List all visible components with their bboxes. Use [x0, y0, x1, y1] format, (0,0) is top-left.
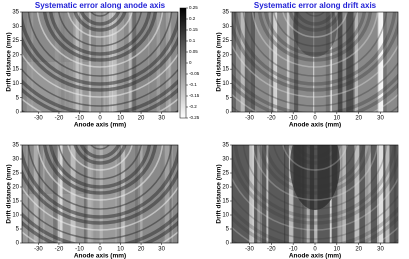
- y-tick-label: 15: [12, 67, 19, 73]
- colorbar: [179, 7, 187, 119]
- y-tick-label: 10: [12, 81, 19, 87]
- y-tick-label: 10: [222, 81, 229, 87]
- y-tick-label: 10: [222, 213, 229, 219]
- y-tick-label: 0: [226, 110, 230, 116]
- y-tick-label: 0: [226, 241, 230, 247]
- x-tick-label: 20: [138, 116, 145, 122]
- x-axis-label: Anode axis (mm): [289, 122, 341, 129]
- chart-title: Systematic error along drift axis: [254, 1, 377, 10]
- colorbar-tick-label: -0.1: [189, 82, 197, 87]
- y-tick-label: 5: [226, 95, 230, 101]
- x-tick-label: 0: [98, 116, 102, 122]
- y-tick-label: 35: [222, 10, 229, 16]
- x-tick-label: -20: [267, 116, 276, 122]
- x-tick-label: 0: [313, 116, 317, 122]
- x-tick-label: 10: [333, 247, 340, 253]
- x-tick-label: -10: [289, 247, 298, 253]
- y-tick-label: 20: [12, 185, 19, 191]
- y-tick-label: 35: [12, 10, 19, 16]
- x-tick-label: 10: [117, 116, 124, 122]
- x-tick-label: 20: [138, 247, 145, 253]
- colorbar-tick-label: -0.2: [189, 104, 197, 109]
- heatmap-image: [232, 145, 398, 243]
- heatmap-image: [22, 145, 178, 243]
- x-tick-label: 10: [333, 116, 340, 122]
- x-tick-label: -10: [75, 116, 84, 122]
- heatmap-image: [22, 12, 178, 112]
- y-axis-label: Drift distance (mm): [6, 32, 13, 91]
- heatmap-image: [232, 12, 398, 112]
- x-axis-label: Anode axis (mm): [74, 253, 126, 259]
- y-tick-label: 35: [222, 143, 229, 149]
- colorbar-tick-label: 0.2: [189, 16, 196, 21]
- x-tick-label: 30: [158, 116, 165, 122]
- y-tick-label: 15: [222, 199, 229, 205]
- y-tick-label: 15: [222, 67, 229, 73]
- x-tick-label: -30: [245, 247, 254, 253]
- y-tick-label: 20: [12, 52, 19, 58]
- colorbar-tick-label: -0.15: [189, 93, 200, 98]
- y-axis-label: Drift distance (mm): [216, 164, 223, 223]
- colorbar-tick-label: 0.1: [189, 38, 196, 43]
- chart-title: Systematic error along anode axis: [35, 1, 166, 10]
- y-tick-label: 30: [222, 24, 229, 30]
- x-tick-label: -10: [75, 247, 84, 253]
- colorbar-tick-label: 0.25: [189, 5, 198, 10]
- y-tick-label: 15: [12, 199, 19, 205]
- x-tick-label: 30: [377, 247, 384, 253]
- colorbar-tick-label: -0.25: [189, 115, 200, 120]
- x-tick-label: 0: [98, 247, 102, 253]
- x-tick-label: 0: [313, 247, 317, 253]
- x-axis-label: Anode axis (mm): [74, 122, 126, 129]
- x-tick-label: -30: [34, 247, 43, 253]
- x-tick-label: -20: [55, 116, 64, 122]
- x-tick-label: -30: [34, 116, 43, 122]
- y-tick-label: 25: [222, 171, 229, 177]
- y-tick-label: 25: [12, 171, 19, 177]
- x-tick-label: 20: [355, 116, 362, 122]
- x-tick-label: -30: [245, 116, 254, 122]
- x-tick-label: 30: [377, 116, 384, 122]
- x-axis-label: Anode axis (mm): [289, 253, 341, 259]
- x-tick-label: -20: [267, 247, 276, 253]
- y-tick-label: 30: [12, 24, 19, 30]
- colorbar-tick-label: 0.05: [189, 49, 198, 54]
- y-tick-label: 30: [222, 157, 229, 163]
- y-tick-label: 0: [16, 241, 20, 247]
- y-tick-label: 25: [222, 38, 229, 44]
- colorbar-tick-label: 0: [189, 60, 192, 65]
- y-axis-label: Drift distance (mm): [216, 32, 223, 91]
- x-tick-label: 30: [158, 247, 165, 253]
- y-tick-label: 5: [226, 227, 230, 233]
- colorbar-tick-label: 0.15: [189, 27, 198, 32]
- y-tick-label: 25: [12, 38, 19, 44]
- x-tick-label: -10: [289, 116, 298, 122]
- y-tick-label: 5: [16, 95, 20, 101]
- y-tick-label: 30: [12, 157, 19, 163]
- y-axis-label: Drift distance (mm): [6, 164, 13, 223]
- x-tick-label: 10: [117, 247, 124, 253]
- y-tick-label: 5: [16, 227, 20, 233]
- x-tick-label: -20: [55, 247, 64, 253]
- y-tick-label: 20: [222, 52, 229, 58]
- y-tick-label: 0: [16, 110, 20, 116]
- colorbar-tick-label: -0.05: [189, 71, 200, 76]
- y-tick-label: 10: [12, 213, 19, 219]
- y-tick-label: 35: [12, 143, 19, 149]
- y-tick-label: 20: [222, 185, 229, 191]
- x-tick-label: 20: [355, 247, 362, 253]
